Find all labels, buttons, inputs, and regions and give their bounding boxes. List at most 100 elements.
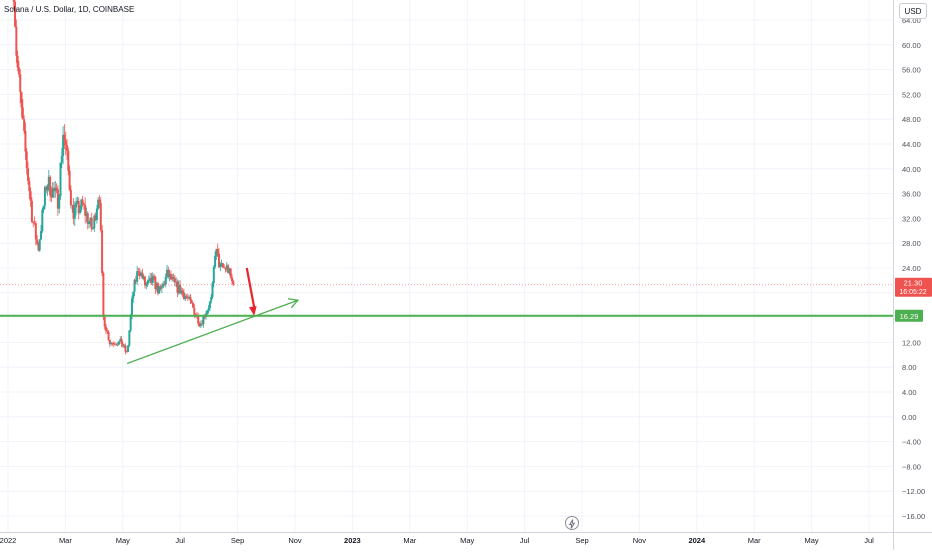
candle-body [60, 155, 63, 163]
candle-body [143, 276, 146, 286]
candle-body [202, 315, 205, 325]
candle-body [33, 222, 36, 224]
candle-body [189, 296, 192, 301]
candle-body [219, 263, 222, 268]
candle-body [73, 207, 76, 219]
x-tick-label: 2023 [344, 536, 361, 545]
candle-body [114, 344, 117, 346]
y-tick-label: 24.00 [902, 264, 921, 273]
y-tick-label: 60.00 [902, 41, 921, 50]
candle-body [164, 276, 167, 285]
candle-body [190, 300, 193, 304]
candle-body [223, 267, 226, 268]
currency-button[interactable]: USD [899, 3, 927, 19]
candle-body [58, 196, 61, 209]
y-tick-label: 48.00 [902, 115, 921, 124]
x-tick-label: May [460, 536, 474, 545]
candle-body [42, 205, 45, 210]
candle-body [81, 199, 84, 204]
candle-body [50, 195, 53, 198]
candle-body [99, 202, 102, 230]
candle-body [95, 208, 98, 221]
candle-body [172, 276, 175, 279]
candle-body [128, 330, 131, 346]
lightning-icon[interactable] [565, 516, 579, 530]
candle-body [153, 275, 156, 278]
candle-body [151, 275, 154, 283]
candle-body [168, 273, 171, 277]
candle-body [220, 263, 223, 265]
candle-body [146, 281, 149, 286]
candle-body [23, 119, 26, 131]
candle-body [86, 213, 89, 225]
candle-body [186, 297, 189, 299]
candles-layer [12, 0, 235, 355]
candle-body [175, 281, 178, 283]
candle-body [51, 188, 54, 198]
candle-body [188, 296, 191, 299]
candle-body [124, 345, 127, 352]
candle-body [93, 215, 96, 229]
candle-body [185, 296, 188, 298]
candle-body [166, 269, 169, 277]
candle-body [110, 342, 113, 345]
y-tick-label: 8.00 [902, 363, 917, 372]
y-tick-label: −12.00 [902, 487, 925, 496]
candle-body [130, 298, 133, 315]
candle-body [53, 188, 56, 192]
candle-body [162, 283, 165, 288]
candle-body [78, 209, 81, 214]
y-tick-label: 40.00 [902, 165, 921, 174]
y-tick-label: 52.00 [902, 90, 921, 99]
candle-body [206, 310, 209, 314]
x-tick-label: May [805, 536, 819, 545]
candle-body [117, 341, 120, 345]
candle-body [156, 283, 159, 294]
candle-body [47, 176, 50, 186]
candle-body [104, 326, 107, 331]
last-price-badge [895, 277, 932, 297]
x-tick-label: Jul [520, 536, 530, 545]
candle-body [20, 92, 23, 108]
candle-body [24, 130, 27, 152]
candle-body [94, 215, 97, 221]
candle-body [127, 345, 130, 352]
candle-body [56, 189, 59, 209]
candle-body [177, 284, 180, 293]
candle-body [41, 209, 44, 231]
candle-body [150, 277, 153, 283]
candle-body [182, 292, 185, 299]
candle-body [224, 267, 227, 270]
trend-line [126, 299, 299, 365]
candle-body [192, 303, 195, 308]
candle-body [158, 286, 161, 294]
candle-body [64, 140, 67, 146]
candle-body [12, 0, 15, 2]
candle-body [212, 266, 215, 284]
candle-body [180, 290, 183, 294]
candle-body [45, 187, 48, 191]
candle-body [176, 281, 179, 293]
support-level-badge [895, 309, 923, 322]
candle-body [184, 296, 187, 299]
candle-body [215, 249, 218, 256]
candle-body [136, 271, 139, 282]
candle-body [102, 273, 105, 318]
trend-arrow-head [287, 298, 300, 309]
candle-body [80, 199, 83, 210]
x-tick-label: Nov [633, 536, 647, 545]
candle-body [230, 277, 233, 282]
candle-body [179, 284, 182, 294]
x-tick-label: Sep [575, 536, 588, 545]
candle-body [142, 276, 145, 279]
candle-body [28, 181, 31, 192]
candle-body [147, 279, 150, 282]
y-tick-label: 64.00 [902, 16, 921, 25]
candle-body [218, 253, 221, 268]
candle-body [155, 283, 158, 290]
candle-body [97, 199, 100, 209]
candle-body [69, 189, 72, 206]
candle-body [228, 268, 231, 273]
